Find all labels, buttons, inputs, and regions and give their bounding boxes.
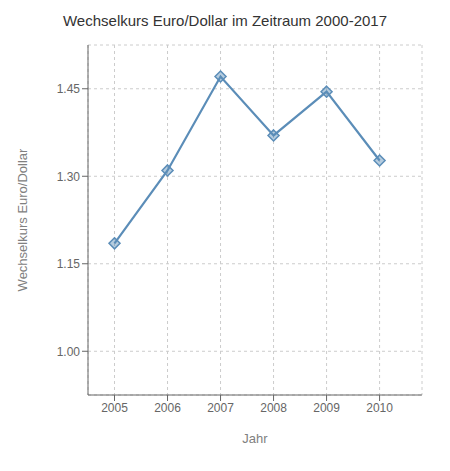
- svg-text:Wechselkurs Euro/Dollar: Wechselkurs Euro/Dollar: [15, 148, 30, 291]
- svg-text:Jahr: Jahr: [242, 431, 268, 446]
- svg-text:2005: 2005: [101, 401, 128, 415]
- html-text:Wechselkurs Euro/Dollar im Zei: Wechselkurs Euro/Dollar im Zeitraum 2000…: [63, 12, 387, 29]
- svg-text:2009: 2009: [313, 401, 340, 415]
- svg-text:2006: 2006: [154, 401, 181, 415]
- svg-text:2007: 2007: [207, 401, 234, 415]
- svg-text:1.45: 1.45: [57, 82, 81, 96]
- svg-text:2010: 2010: [366, 401, 393, 415]
- svg-text:1.00: 1.00: [57, 345, 81, 359]
- svg-text:2008: 2008: [260, 401, 287, 415]
- svg-text:1.15: 1.15: [57, 257, 81, 271]
- svg-text:1.30: 1.30: [57, 170, 81, 184]
